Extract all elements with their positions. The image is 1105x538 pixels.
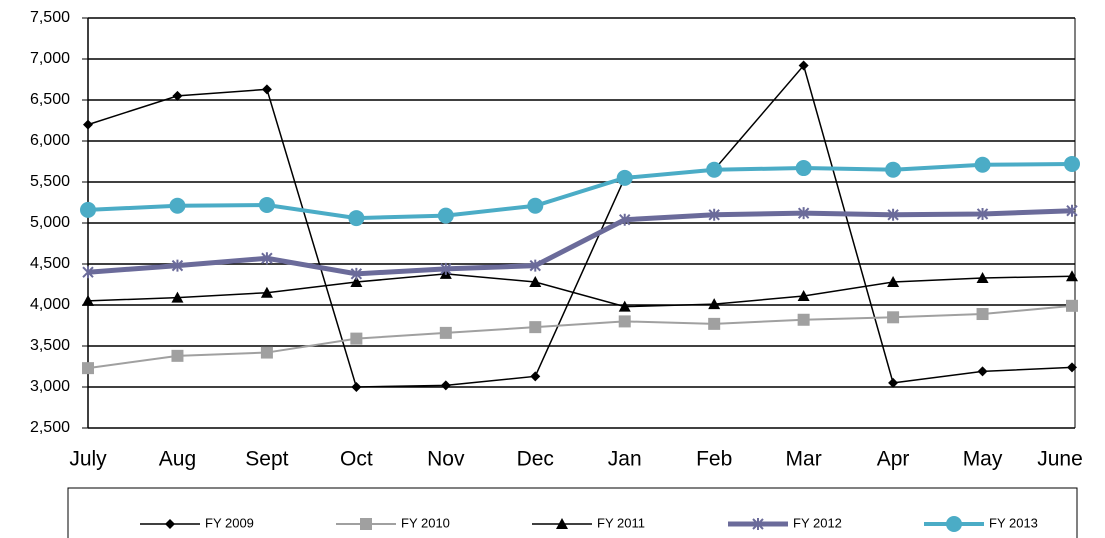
series-line	[87, 304, 1073, 370]
point	[261, 252, 273, 265]
point	[171, 349, 184, 362]
point	[1067, 362, 1077, 373]
point	[888, 377, 899, 388]
point	[83, 119, 93, 130]
legend-marker	[165, 519, 175, 529]
x-tick-label: June	[1037, 448, 1083, 471]
point	[885, 161, 902, 178]
point	[529, 259, 541, 272]
x-tick-label: Jan	[608, 448, 642, 471]
series-line	[87, 64, 1073, 388]
x-tick-label: Feb	[696, 448, 732, 471]
point	[530, 371, 541, 382]
point	[529, 321, 542, 334]
point	[169, 197, 186, 214]
point	[350, 267, 363, 280]
point	[708, 208, 720, 221]
y-tick-label: 3,500	[30, 337, 70, 354]
x-tick-label: Dec	[517, 448, 554, 471]
legend-marker	[556, 518, 568, 529]
point	[618, 315, 631, 328]
point	[171, 291, 184, 303]
x-tick-label: Nov	[427, 448, 465, 471]
point	[706, 161, 723, 178]
point	[616, 169, 633, 186]
y-tick-label: 6,000	[30, 132, 70, 149]
point	[976, 308, 989, 321]
point	[797, 289, 810, 301]
point	[440, 262, 452, 275]
legend-label: FY 2009	[205, 515, 254, 530]
point	[437, 207, 454, 224]
point	[439, 326, 452, 339]
point	[976, 207, 989, 220]
y-tick-label: 4,500	[30, 255, 70, 272]
y-tick-label: 7,000	[30, 50, 70, 67]
x-tick-label: Oct	[340, 448, 373, 471]
series-line	[87, 208, 1073, 277]
y-tick-label: 2,500	[30, 419, 70, 436]
y-tick-label: 7,500	[30, 9, 70, 26]
point	[887, 311, 900, 324]
point	[797, 207, 810, 220]
point	[260, 286, 273, 298]
point	[977, 366, 988, 377]
point	[887, 276, 900, 288]
point	[1066, 204, 1078, 217]
point	[619, 213, 631, 226]
point	[350, 332, 363, 345]
point	[82, 294, 94, 306]
x-tick-label: Sept	[245, 448, 288, 471]
point	[171, 259, 184, 272]
point	[527, 197, 544, 214]
legend-label: FY 2011	[597, 515, 645, 530]
point	[974, 156, 991, 173]
point	[350, 276, 363, 288]
y-tick-label: 6,500	[30, 91, 70, 108]
x-tick-label: July	[69, 448, 107, 471]
point	[1066, 299, 1078, 312]
point	[887, 208, 899, 221]
x-tick-label: Mar	[786, 448, 822, 471]
legend-marker	[946, 516, 962, 532]
y-tick-label: 5,500	[30, 173, 70, 190]
point	[258, 196, 275, 213]
x-tick-label: Aug	[159, 448, 196, 471]
point	[708, 317, 721, 330]
point	[82, 362, 94, 375]
point	[261, 84, 272, 95]
legend-marker	[752, 518, 764, 530]
legend-label: FY 2013	[989, 515, 1038, 530]
point	[976, 271, 989, 283]
x-tick-label: May	[963, 448, 1003, 471]
point	[708, 298, 721, 310]
point	[797, 313, 810, 326]
y-tick-label: 3,000	[30, 378, 70, 395]
point	[260, 346, 273, 359]
x-tick-label: Apr	[877, 448, 910, 471]
point	[82, 266, 94, 279]
legend-label: FY 2010	[401, 515, 450, 530]
point	[529, 276, 542, 288]
point	[618, 300, 631, 312]
legend-label: FY 2012	[793, 515, 842, 530]
y-tick-label: 4,000	[30, 296, 70, 313]
point	[1066, 270, 1078, 282]
point	[172, 90, 183, 101]
point	[80, 201, 96, 218]
series-line	[87, 273, 1073, 308]
series-line	[87, 161, 1073, 221]
legend-box	[67, 487, 1078, 538]
point	[351, 382, 362, 392]
y-tick-label: 5,000	[30, 214, 70, 231]
legend-marker	[360, 518, 372, 530]
point	[1064, 155, 1080, 172]
point	[440, 380, 451, 391]
point	[798, 60, 809, 71]
point	[348, 210, 365, 227]
point	[795, 160, 812, 177]
